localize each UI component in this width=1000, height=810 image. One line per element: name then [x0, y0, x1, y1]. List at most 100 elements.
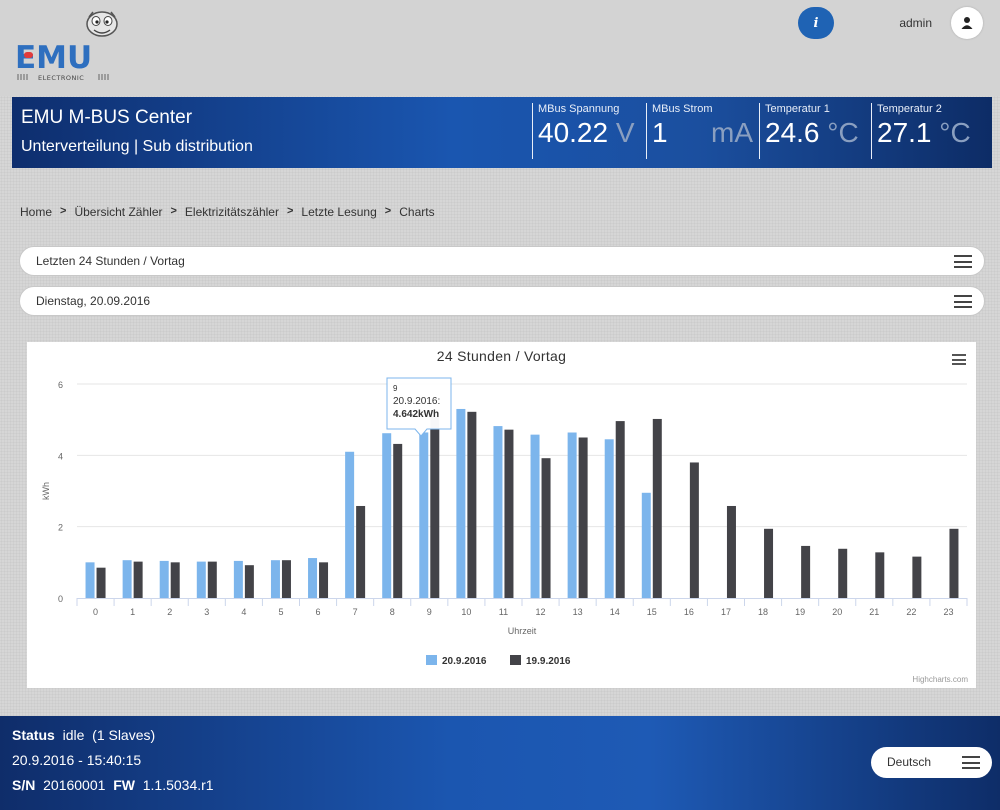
breadcrumb-home[interactable]: Home — [20, 205, 53, 219]
bar-previous-day — [726, 505, 736, 598]
x-tick-label: 16 — [684, 607, 694, 617]
device-info-line: S/N 20160001 FW 1.1.5034.r1 — [12, 777, 214, 793]
y-tick-label: 6 — [58, 380, 63, 390]
date-select-value: Dienstag, 20.09.2016 — [36, 294, 151, 308]
x-tick-label: 22 — [906, 607, 916, 617]
status-value: idle (1 Slaves) — [62, 727, 156, 743]
x-tick-label: 18 — [758, 607, 768, 617]
bar-current-day — [159, 560, 169, 598]
bar-previous-day — [504, 429, 514, 598]
firmware-value: 1.1.5034.r1 — [142, 777, 214, 793]
status-datetime: 20.9.2016 - 15:40:15 — [12, 752, 142, 768]
serial-value: 20160001 — [43, 777, 106, 793]
date-select[interactable]: Dienstag, 20.09.2016 — [19, 286, 985, 316]
metric-label: Temperatur 1 — [765, 103, 830, 115]
x-tick-label: 12 — [536, 607, 546, 617]
user-icon — [961, 17, 973, 29]
x-tick-label: 3 — [204, 607, 209, 617]
bar-previous-day — [801, 545, 811, 598]
x-tick-label: 1 — [130, 607, 135, 617]
range-select[interactable]: Letzten 24 Stunden / Vortag — [19, 246, 985, 276]
serial-label: S/N — [12, 777, 36, 793]
metric-temperature-2: Temperatur 2 27.1 °C — [871, 103, 983, 159]
top-bar: EMU ELECTRONIC i admin — [0, 0, 1000, 96]
legend-item[interactable]: 20.9.2016 — [442, 656, 487, 667]
bar-previous-day — [244, 565, 254, 598]
x-tick-label: 11 — [499, 607, 508, 617]
bar-previous-day — [652, 418, 662, 598]
header-banner: EMU M-BUS Center Unterverteilung | Sub d… — [12, 97, 992, 168]
breadcrumb-meter-overview[interactable]: Übersicht Zähler — [74, 205, 163, 219]
username-label[interactable]: admin — [899, 16, 932, 30]
user-avatar-button[interactable] — [951, 7, 983, 39]
bar-current-day — [493, 426, 503, 598]
x-tick-label: 13 — [573, 607, 583, 617]
bar-current-day — [456, 408, 466, 598]
emu-logo[interactable]: EMU ELECTRONIC — [14, 8, 124, 84]
menu-icon — [962, 756, 980, 769]
metric-unit: °C — [939, 117, 971, 148]
language-select[interactable]: Deutsch — [871, 747, 992, 778]
bar-previous-day — [689, 462, 699, 598]
status-footer: Status idle (1 Slaves) 20.9.2016 - 15:40… — [0, 716, 1000, 810]
x-tick-label: 20 — [832, 607, 842, 617]
breadcrumb-last-reading[interactable]: Letzte Lesung — [301, 205, 377, 219]
y-tick-label: 4 — [58, 451, 63, 461]
x-tick-label: 19 — [795, 607, 805, 617]
legend-item[interactable]: 19.9.2016 — [526, 656, 571, 667]
range-select-value: Letzten 24 Stunden / Vortag — [36, 254, 185, 268]
status-line: Status idle (1 Slaves) — [12, 727, 155, 743]
info-button[interactable]: i — [798, 7, 834, 39]
breadcrumb-electricity-meter[interactable]: Elektrizitätszähler — [184, 205, 279, 219]
bar-previous-day — [875, 552, 885, 598]
metric-temperature-1: Temperatur 1 24.6 °C — [759, 103, 871, 159]
bar-previous-day — [393, 443, 403, 598]
bar-current-day — [308, 558, 318, 598]
tooltip-value: 4.642kWh — [393, 409, 439, 420]
x-tick-label: 4 — [241, 607, 246, 617]
x-tick-label: 17 — [721, 607, 731, 617]
bar-current-day — [382, 433, 392, 598]
bar-current-day — [233, 560, 243, 598]
x-axis-title: Uhrzeit — [508, 626, 537, 636]
metric-mbus-voltage: MBus Spannung 40.22 V — [532, 103, 645, 159]
app-subtitle: Unterverteilung | Sub distribution — [21, 138, 253, 155]
bar-previous-day — [838, 548, 848, 598]
bar-previous-day — [207, 561, 217, 598]
info-icon: i — [813, 15, 819, 31]
chart-export-menu-button[interactable] — [952, 354, 966, 366]
x-tick-label: 6 — [316, 607, 321, 617]
breadcrumb-separator: > — [286, 205, 294, 217]
bar-previous-day — [96, 567, 106, 598]
breadcrumb-separator: > — [170, 205, 177, 217]
legend-swatch — [426, 655, 437, 665]
x-tick-label: 15 — [647, 607, 657, 617]
bar-previous-day — [133, 561, 143, 598]
metric-unit: V — [615, 117, 635, 148]
status-label: Status — [12, 727, 55, 743]
bar-current-day — [270, 560, 280, 598]
chart-credits[interactable]: Highcharts.com — [912, 675, 968, 684]
bar-current-day — [530, 434, 540, 598]
language-select-value: Deutsch — [887, 755, 932, 769]
x-tick-label: 5 — [278, 607, 283, 617]
x-tick-label: 8 — [390, 607, 395, 617]
y-axis-title: kWh — [41, 482, 51, 500]
firmware-label: FW — [113, 777, 135, 793]
logo-wordmark: EMU — [15, 40, 92, 76]
bar-current-day — [567, 432, 577, 598]
metric-value: 24.6 — [765, 117, 820, 148]
bar-previous-day — [949, 528, 959, 598]
metric-mbus-current: MBus Strom 1 mA — [646, 103, 759, 159]
bar-previous-day — [764, 528, 774, 598]
x-tick-label: 14 — [610, 607, 620, 617]
bar-current-day — [345, 451, 355, 598]
x-tick-label: 9 — [427, 607, 432, 617]
metric-label: MBus Spannung — [538, 103, 620, 115]
tooltip-box — [386, 377, 452, 437]
metric-value: 27.1 — [877, 117, 932, 148]
x-tick-label: 0 — [93, 607, 98, 617]
bar-previous-day — [356, 505, 366, 598]
bar-previous-day — [541, 458, 551, 598]
